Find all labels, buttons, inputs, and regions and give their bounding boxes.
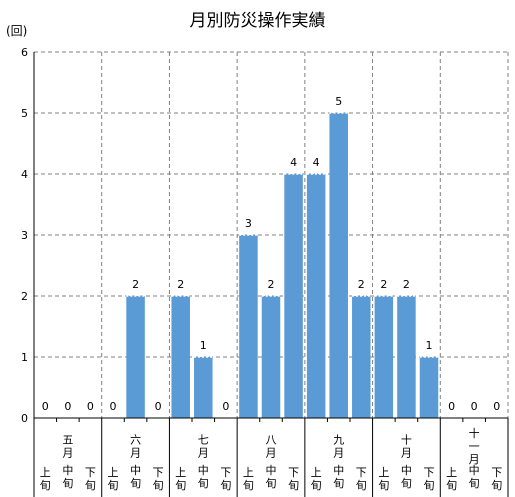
bar xyxy=(329,113,348,418)
period-label: 中旬 xyxy=(130,464,141,490)
period-label: 上旬 xyxy=(311,466,322,492)
data-label: 2 xyxy=(358,278,365,291)
data-label: 0 xyxy=(493,400,500,413)
period-label: 下旬 xyxy=(288,466,299,492)
period-label: 上旬 xyxy=(243,466,254,492)
month-label: 七月 xyxy=(198,434,209,460)
data-label: 0 xyxy=(64,400,71,413)
bar xyxy=(261,296,281,418)
chart-title: 月別防災操作実績 xyxy=(189,11,326,31)
period-label: 上旬 xyxy=(446,466,457,492)
data-label: 2 xyxy=(380,278,387,291)
axes: 0 1 2 3 4 5 6 xyxy=(21,46,509,497)
period-label: 下旬 xyxy=(153,466,164,492)
period-label: 中旬 xyxy=(401,464,412,490)
y-tick-label: 0 xyxy=(21,412,28,425)
data-label: 2 xyxy=(268,278,275,291)
y-tick-label: 5 xyxy=(21,107,28,120)
data-label: 0 xyxy=(42,400,49,413)
month-label: 十一月 xyxy=(469,426,480,466)
bar xyxy=(397,296,416,418)
period-label: 中旬 xyxy=(469,464,480,490)
data-label: 5 xyxy=(335,95,342,108)
bar-series xyxy=(126,112,439,418)
period-label: 中旬 xyxy=(198,464,209,490)
y-tick-label: 6 xyxy=(21,46,28,59)
bar xyxy=(374,296,394,418)
y-tick-label: 4 xyxy=(21,168,28,181)
bar xyxy=(239,235,258,418)
month-label: 六月 xyxy=(130,434,141,460)
month-label: 五月 xyxy=(62,434,73,460)
data-label: 0 xyxy=(222,400,229,413)
period-label: 中旬 xyxy=(333,464,344,490)
y-tick-label: 1 xyxy=(21,351,28,364)
data-label: 4 xyxy=(290,156,297,169)
period-label: 中旬 xyxy=(62,464,73,490)
bar xyxy=(352,296,371,418)
data-label: 4 xyxy=(313,156,320,169)
data-label: 0 xyxy=(110,400,117,413)
data-label: 2 xyxy=(177,278,184,291)
x-axis-labels: 五月六月七月八月九月十月十一月上旬中旬下旬上旬中旬下旬上旬中旬下旬上旬中旬下旬上… xyxy=(40,426,502,492)
period-label: 上旬 xyxy=(175,466,186,492)
period-label: 下旬 xyxy=(424,466,435,492)
y-axis-unit-label: (回) xyxy=(6,24,28,38)
bar xyxy=(194,357,213,418)
data-label: 0 xyxy=(87,400,94,413)
data-label: 3 xyxy=(245,217,252,230)
data-label: 1 xyxy=(200,339,207,352)
period-label: 下旬 xyxy=(85,466,96,492)
y-tick-label: 2 xyxy=(21,290,28,303)
data-label: 2 xyxy=(403,278,410,291)
y-tick-label: 3 xyxy=(21,229,28,242)
data-label: 0 xyxy=(155,400,162,413)
month-label: 十月 xyxy=(401,433,412,460)
period-label: 下旬 xyxy=(220,466,231,492)
data-label: 0 xyxy=(471,400,478,413)
period-label: 上旬 xyxy=(108,466,119,492)
data-label: 1 xyxy=(426,339,433,352)
period-label: 下旬 xyxy=(491,466,502,492)
data-labels: 0 0 0 0 2 0 2 1 0 3 2 4 4 5 2 2 2 1 0 0 0 xyxy=(42,95,500,413)
period-label: 中旬 xyxy=(266,464,277,490)
bar xyxy=(306,174,326,418)
bar xyxy=(171,296,190,418)
period-label: 上旬 xyxy=(40,466,51,492)
bar xyxy=(419,357,439,418)
data-label: 2 xyxy=(132,278,139,291)
period-label: 上旬 xyxy=(378,466,389,492)
grid-lines xyxy=(34,51,509,418)
data-label: 0 xyxy=(448,400,455,413)
bar xyxy=(284,174,303,418)
month-label: 九月 xyxy=(333,434,344,460)
bar xyxy=(126,296,145,418)
month-label: 八月 xyxy=(266,434,277,460)
period-label: 下旬 xyxy=(356,466,367,492)
